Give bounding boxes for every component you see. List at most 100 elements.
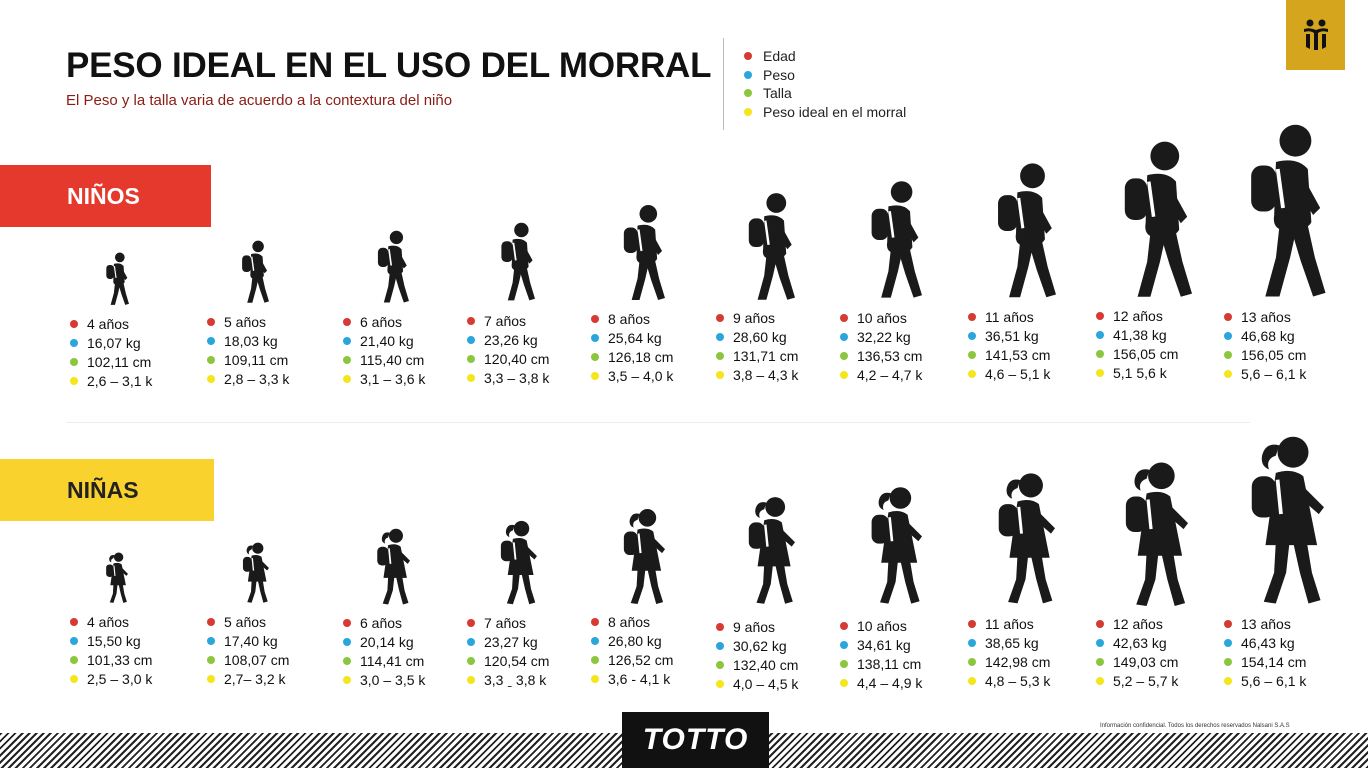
stat-value: 16,07 kg — [87, 334, 141, 351]
girl-with-backpack-icon — [871, 487, 922, 604]
stat-value: 28,60 kg — [733, 328, 787, 345]
ninos-stats-10: 10 años 32,22 kg 136,53 cm 4,2 – 4,7 k — [840, 308, 922, 384]
legend-label: Edad — [763, 48, 796, 65]
legend-item-talla: Talla — [744, 84, 906, 103]
stat-dot — [716, 641, 724, 650]
stat-dot — [840, 332, 848, 341]
girl-figure — [1114, 461, 1206, 614]
boy-figure — [1112, 140, 1205, 305]
stat-value: 6 años — [360, 614, 403, 631]
stat-edad: 10 años — [840, 308, 922, 327]
ninas-stats-12: 12 años 42,63 kg 149,03 cm 5,2 – 5,7 k — [1096, 614, 1178, 690]
stat-talla: 108,07 cm — [207, 650, 289, 669]
stat-dot — [591, 674, 599, 683]
stat-peso: 15,50 kg — [70, 631, 152, 650]
stat-morral: 3,5 – 4,0 k — [591, 366, 673, 385]
stat-morral: 3,3 ˍ 3,8 k — [467, 670, 549, 689]
stat-dot — [591, 371, 599, 380]
stat-edad: 4 años — [70, 314, 152, 333]
boy-figure — [102, 252, 133, 311]
stat-value: 3,6 - 4,1 k — [608, 670, 671, 687]
stat-value: 5,2 – 5,7 k — [1113, 672, 1179, 689]
stat-peso: 23,27 kg — [467, 632, 549, 651]
stat-edad: 11 años — [968, 307, 1050, 326]
stat-value: 13 años — [1241, 615, 1291, 632]
stat-talla: 138,11 cm — [840, 654, 922, 673]
stat-value: 25,64 kg — [608, 329, 662, 346]
stat-dot — [716, 313, 724, 322]
stat-dot — [343, 637, 351, 646]
ninos-stats-5: 5 años 18,03 kg 109,11 cm 2,8 – 3,3 k — [207, 312, 289, 388]
girl-with-backpack-icon — [748, 497, 795, 604]
stat-dot — [716, 679, 724, 688]
stat-edad: 7 años — [467, 613, 549, 632]
stat-edad: 5 años — [207, 612, 289, 631]
girl-with-backpack-icon — [242, 542, 269, 603]
stat-talla: 102,11 cm — [70, 352, 152, 371]
stat-peso: 25,64 kg — [591, 328, 673, 347]
ninas-stats-13: 13 años 46,43 kg 154,14 cm 5,6 – 6,1 k — [1224, 614, 1306, 690]
stat-value: 12 años — [1113, 615, 1163, 632]
stat-value: 4,8 – 5,3 k — [985, 672, 1051, 689]
girl-figure — [1238, 435, 1345, 612]
stat-value: 109,11 cm — [224, 351, 289, 368]
stat-peso: 20,14 kg — [343, 632, 425, 651]
stat-dot — [467, 618, 475, 627]
boy-with-backpack-icon — [1251, 124, 1326, 297]
stat-value: 126,52 cm — [608, 651, 674, 668]
stat-dot — [1224, 657, 1232, 666]
stat-peso: 41,38 kg — [1096, 325, 1178, 344]
stat-edad: 13 años — [1224, 614, 1306, 633]
stat-talla: 126,52 cm — [591, 650, 673, 669]
stat-dot — [591, 352, 599, 361]
girl-figure — [238, 542, 276, 609]
ninas-stats-8: 8 años 26,80 kg 126,52 cm 3,6 - 4,1 k — [591, 612, 673, 688]
stat-peso: 42,63 kg — [1096, 633, 1178, 652]
stat-value: 11 años — [985, 308, 1034, 325]
stat-dot — [70, 376, 78, 385]
stat-dot — [1224, 619, 1232, 628]
section-label-ninos: NIÑOS — [67, 182, 140, 209]
stat-peso: 28,60 kg — [716, 327, 798, 346]
stat-value: 21,40 kg — [360, 332, 414, 349]
legend-label: Peso ideal en el morral — [763, 103, 907, 120]
stat-dot — [1224, 312, 1232, 321]
stat-value: 154,14 cm — [1241, 653, 1307, 670]
boy-figure — [495, 222, 541, 307]
stat-dot — [207, 674, 215, 683]
stat-value: 15,50 kg — [87, 632, 141, 649]
totto-figures-logo-icon — [1303, 19, 1328, 50]
stat-value: 3,8 – 4,3 k — [733, 366, 799, 383]
ninos-stats-11: 11 años 36,51 kg 141,53 cm 4,6 – 5,1 k — [968, 307, 1050, 383]
boy-figure — [862, 180, 932, 305]
stat-dot — [1096, 657, 1104, 666]
stat-value: 11 años — [985, 615, 1034, 632]
stat-talla: 101,33 cm — [70, 650, 152, 669]
stat-dot — [467, 316, 475, 325]
boy-figure — [372, 230, 415, 309]
boy-figure — [987, 162, 1067, 305]
legend-label: Talla — [763, 85, 792, 102]
stat-morral: 2,6 – 3,1 k — [70, 371, 152, 390]
stat-value: 6 años — [360, 313, 403, 330]
boy-with-backpack-icon — [748, 193, 795, 300]
stat-value: 5,1 5,6 k — [1113, 364, 1167, 381]
stat-value: 46,68 kg — [1241, 327, 1295, 344]
ninos-stats-12: 12 años 41,38 kg 156,05 cm 5,1 5,6 k — [1096, 306, 1178, 382]
section-label-ninas: NIÑAS — [67, 476, 139, 503]
stat-dot — [70, 636, 78, 645]
stat-morral: 5,2 – 5,7 k — [1096, 671, 1178, 690]
stat-value: 8 años — [608, 613, 651, 630]
stat-dot — [467, 675, 475, 684]
stat-value: 156,05 cm — [1241, 346, 1307, 363]
legend-dot — [744, 89, 752, 98]
boy-with-backpack-icon — [106, 252, 129, 305]
stat-value: 12 años — [1113, 307, 1163, 324]
stat-dot — [343, 618, 351, 627]
stat-morral: 5,6 – 6,1 k — [1224, 364, 1306, 383]
girl-figure — [494, 520, 547, 611]
stat-value: 36,51 kg — [985, 327, 1039, 344]
stat-dot — [70, 617, 78, 626]
stat-value: 138,11 cm — [857, 655, 922, 672]
stat-morral: 3,1 – 3,6 k — [343, 369, 425, 388]
